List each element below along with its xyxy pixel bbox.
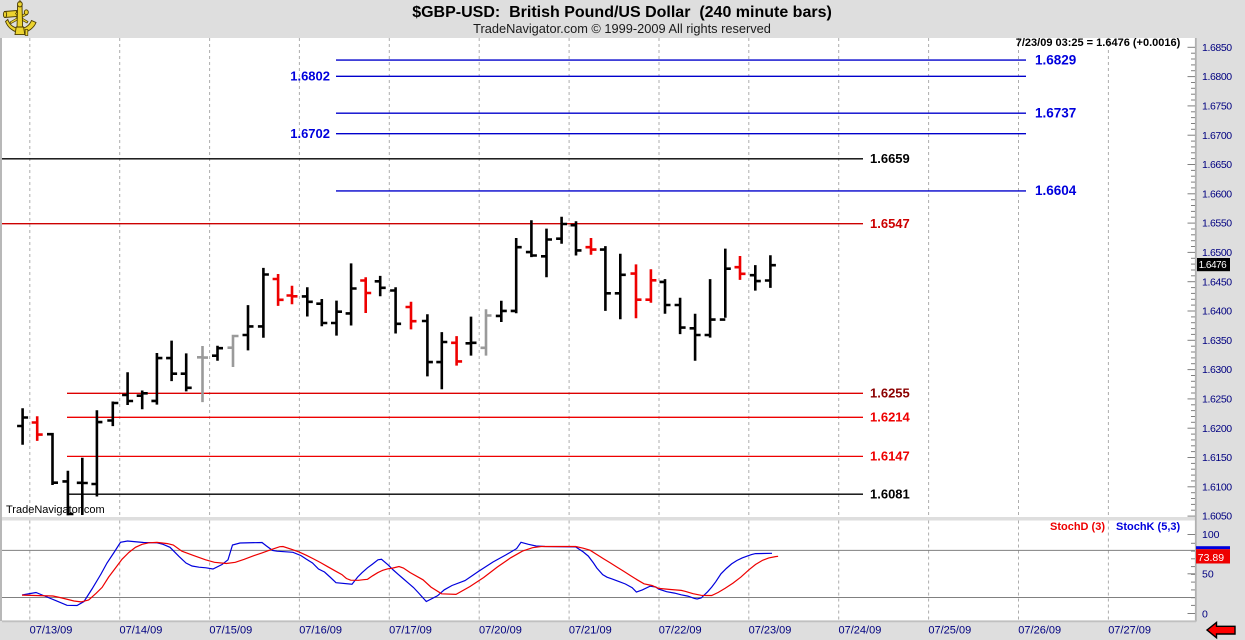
svg-text:TradeNavigator.com: TradeNavigator.com (6, 504, 105, 516)
svg-text:07/21/09: 07/21/09 (569, 625, 612, 637)
svg-text:07/16/09: 07/16/09 (299, 625, 342, 637)
svg-text:07/24/09: 07/24/09 (839, 625, 882, 637)
svg-text:1.6850: 1.6850 (1202, 42, 1232, 54)
svg-text:100: 100 (1202, 529, 1220, 541)
svg-text:1.6800: 1.6800 (1202, 71, 1232, 83)
svg-text:StochK (5,3): StochK (5,3) (1116, 521, 1181, 533)
svg-text:0: 0 (1202, 608, 1208, 620)
svg-text:1.6750: 1.6750 (1202, 101, 1232, 113)
svg-text:07/25/09: 07/25/09 (928, 625, 971, 637)
svg-text:1.6200: 1.6200 (1202, 423, 1232, 435)
svg-text:1.6081: 1.6081 (870, 486, 910, 501)
svg-text:1.6650: 1.6650 (1202, 159, 1232, 171)
svg-text:07/27/09: 07/27/09 (1108, 625, 1151, 637)
svg-text:1.6829: 1.6829 (1035, 52, 1076, 67)
svg-text:1.6604: 1.6604 (1035, 183, 1077, 198)
svg-text:07/20/09: 07/20/09 (479, 625, 522, 637)
svg-text:1.6147: 1.6147 (870, 449, 910, 464)
svg-text:TradeNavigator.com © 1999-2009: TradeNavigator.com © 1999-2009 All right… (473, 21, 771, 36)
svg-text:1.6600: 1.6600 (1202, 188, 1232, 200)
svg-text:1.6737: 1.6737 (1035, 105, 1076, 120)
svg-text:07/26/09: 07/26/09 (1018, 625, 1061, 637)
svg-text:1.6702: 1.6702 (290, 126, 330, 141)
svg-text:07/13/09: 07/13/09 (30, 625, 73, 637)
svg-text:07/22/09: 07/22/09 (659, 625, 702, 637)
svg-text:07/15/09: 07/15/09 (209, 625, 252, 637)
svg-text:1.6150: 1.6150 (1202, 452, 1232, 464)
svg-text:1.6450: 1.6450 (1202, 276, 1232, 288)
svg-text:1.6300: 1.6300 (1202, 364, 1232, 376)
svg-text:07/14/09: 07/14/09 (120, 625, 163, 637)
svg-text:07/17/09: 07/17/09 (389, 625, 432, 637)
svg-text:50: 50 (1202, 568, 1214, 580)
svg-text:1.6214: 1.6214 (870, 410, 911, 425)
svg-text:StochD (3): StochD (3) (1050, 521, 1105, 533)
svg-text:1.6250: 1.6250 (1202, 394, 1232, 406)
svg-text:1.6100: 1.6100 (1202, 481, 1232, 493)
svg-text:1.6400: 1.6400 (1202, 306, 1232, 318)
svg-text:07/23/09: 07/23/09 (749, 625, 792, 637)
svg-text:1.6550: 1.6550 (1202, 218, 1232, 230)
svg-text:1.6350: 1.6350 (1202, 335, 1232, 347)
svg-text:1.6255: 1.6255 (870, 386, 910, 401)
svg-text:7/23/09 03:25 = 1.6476 (+0.001: 7/23/09 03:25 = 1.6476 (+0.0016) (1016, 37, 1181, 49)
svg-text:1.6476: 1.6476 (1199, 260, 1228, 271)
svg-text:1.6050: 1.6050 (1202, 511, 1232, 523)
svg-text:1.6547: 1.6547 (870, 216, 910, 231)
svg-text:73.89: 73.89 (1198, 552, 1224, 564)
svg-text:1.6500: 1.6500 (1202, 247, 1232, 259)
svg-text:1.6802: 1.6802 (290, 69, 330, 84)
svg-text:1.6700: 1.6700 (1202, 130, 1232, 142)
svg-text:1.6659: 1.6659 (870, 151, 910, 166)
svg-text:$GBP-USD: British Pound/US Do: $GBP-USD: British Pound/US Dollar (240 m… (412, 4, 832, 21)
